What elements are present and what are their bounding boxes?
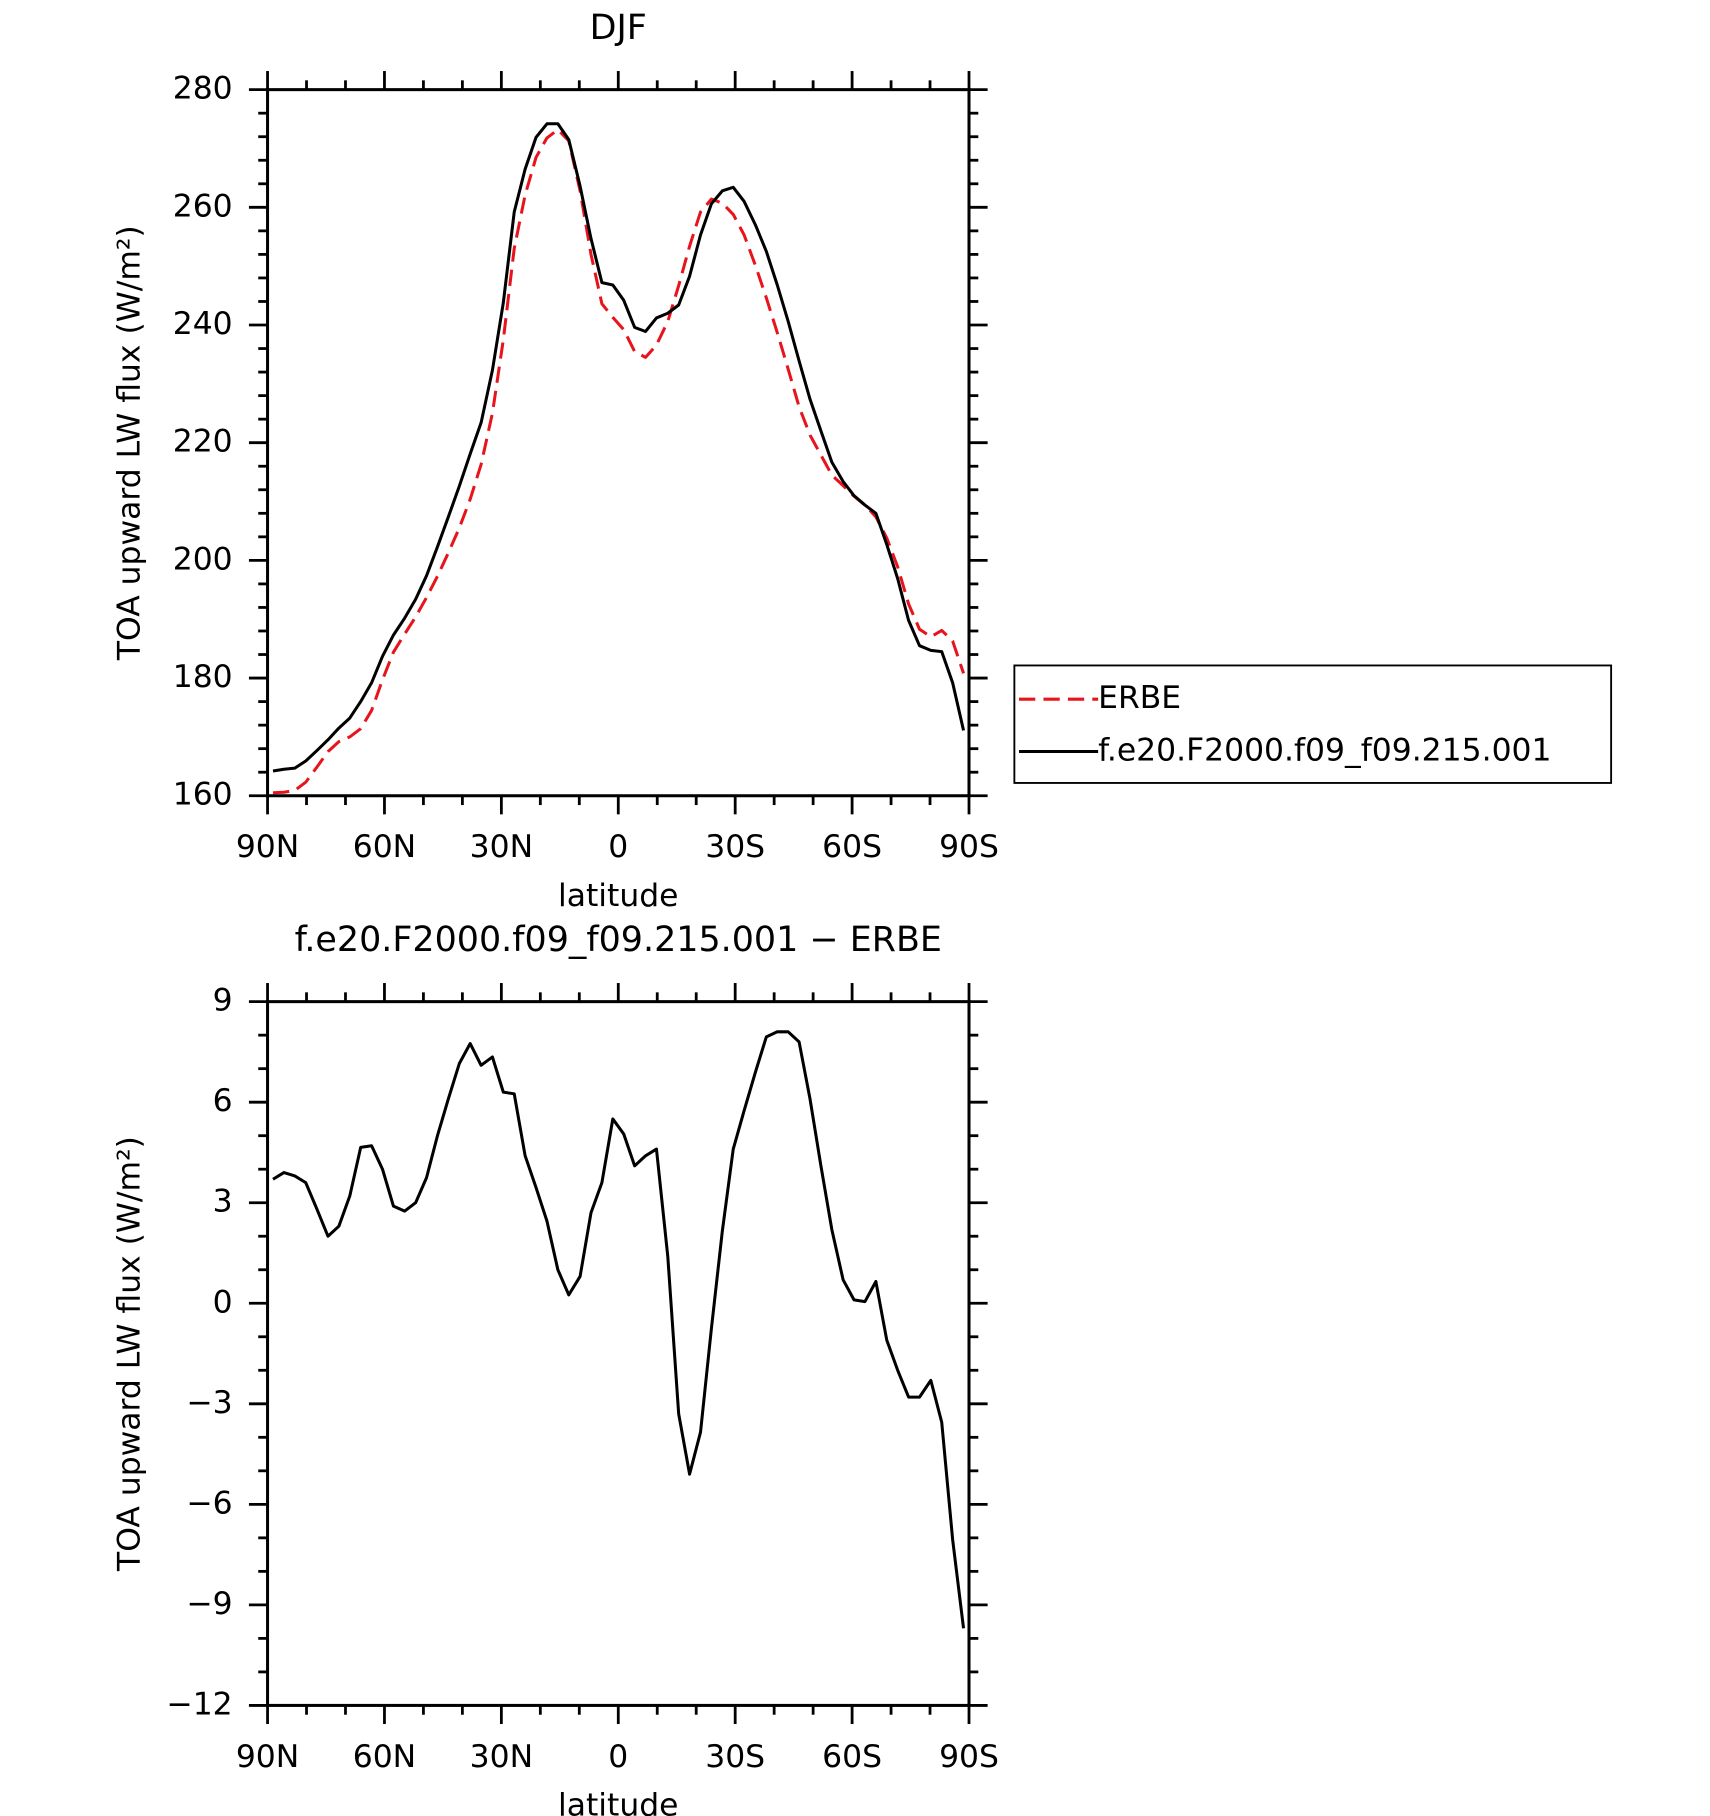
y-axis-label: TOA upward LW flux (W/m²) — [111, 225, 147, 661]
x-tick-label: 60S — [822, 1739, 882, 1775]
y-tick-label: 160 — [173, 777, 233, 813]
x-axis-label: latitude — [558, 1788, 678, 1816]
y-tick-label: 0 — [213, 1284, 233, 1320]
x-tick-label: 30N — [470, 1739, 533, 1775]
y-tick-label: 6 — [213, 1083, 233, 1119]
legend-label: f.e20.F2000.f09_f09.215.001 — [1098, 733, 1551, 769]
legend-label: ERBE — [1098, 680, 1181, 716]
x-tick-label: 60N — [353, 829, 416, 865]
y-tick-label: −6 — [186, 1485, 232, 1521]
y-tick-label: −12 — [166, 1686, 232, 1722]
x-tick-label: 90N — [236, 1739, 299, 1775]
data-line — [272, 122, 966, 773]
x-tick-label: 0 — [608, 829, 628, 865]
x-tick-label: 30S — [705, 1739, 765, 1775]
x-tick-label: 90S — [939, 829, 999, 865]
chart-title: f.e20.F2000.f09_f09.215.001 − ERBE — [295, 920, 942, 960]
x-tick-label: 90N — [236, 829, 299, 865]
x-tick-label: 0 — [608, 1739, 628, 1775]
y-tick-label: 200 — [173, 541, 233, 577]
x-axis-label: latitude — [558, 878, 678, 914]
y-axis-label: TOA upward LW flux (W/m²) — [111, 1136, 147, 1572]
x-tick-label: 60S — [822, 829, 882, 865]
y-tick-label: 220 — [173, 424, 233, 460]
legend-box — [1013, 664, 1613, 784]
data-line — [272, 128, 965, 795]
chart-title: DJF — [590, 8, 647, 48]
x-tick-label: 90S — [939, 1739, 999, 1775]
y-tick-label: 180 — [173, 659, 233, 695]
y-tick-label: 9 — [213, 983, 233, 1019]
x-tick-label: 60N — [353, 1739, 416, 1775]
x-tick-label: 30S — [705, 829, 765, 865]
y-tick-label: 280 — [173, 71, 233, 107]
y-tick-label: −9 — [186, 1586, 232, 1622]
data-line — [272, 1030, 966, 1629]
y-tick-label: 260 — [173, 188, 233, 224]
y-tick-label: −3 — [186, 1385, 232, 1421]
plot-frame — [266, 1000, 971, 1707]
y-tick-label: 240 — [173, 306, 233, 342]
plot-frame — [266, 88, 971, 798]
y-tick-label: 3 — [213, 1184, 233, 1220]
x-tick-label: 30N — [470, 829, 533, 865]
